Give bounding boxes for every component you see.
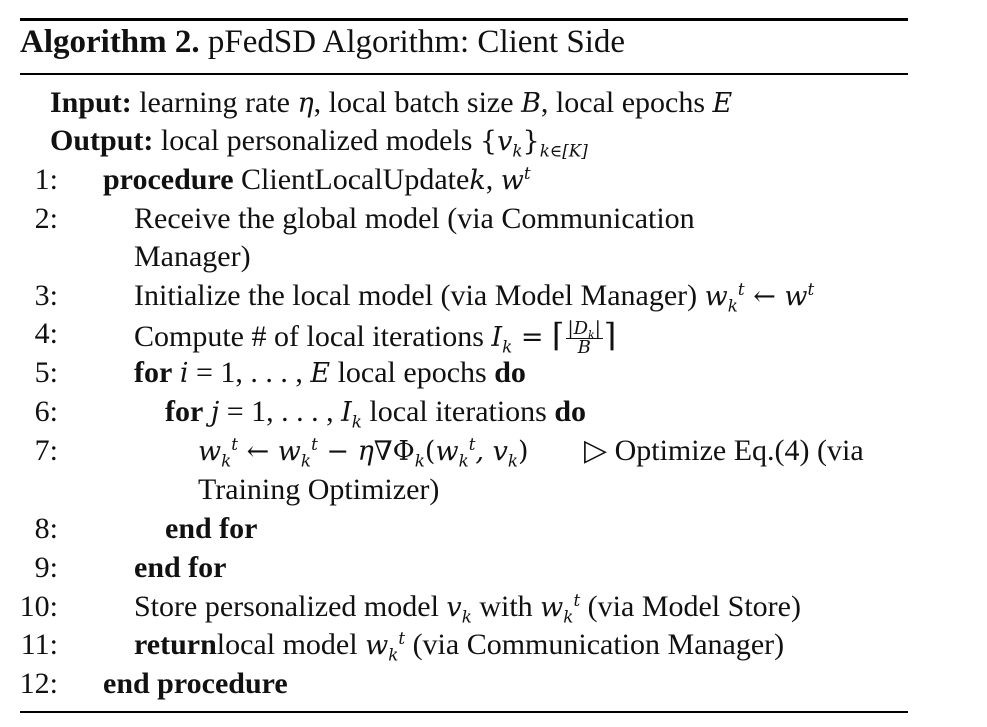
algorithm-title: Algorithm 2. pFedSD Algorithm: Client Si…	[20, 24, 625, 61]
keyword-procedure: procedure	[103, 163, 234, 196]
step-7-comment: ▷ Optimize Eq.(4) (via	[584, 434, 864, 467]
line-number: 3:	[34, 279, 58, 312]
step-2-text: Receive the global model (via Communicat…	[134, 202, 695, 235]
line-number: 8:	[34, 512, 58, 545]
keyword-return: return	[134, 628, 217, 661]
keyword-do: do	[494, 356, 526, 389]
line-number: 9:	[34, 551, 58, 584]
title-rule	[20, 73, 908, 75]
bottom-rule	[20, 711, 908, 713]
keyword-end-for: end for	[165, 512, 258, 545]
keyword-do: do	[554, 395, 587, 428]
keyword-for: for	[134, 356, 173, 389]
algorithm-label: Algorithm 2.	[20, 24, 200, 60]
line-number: 1:	[34, 163, 58, 196]
line-number: 11:	[20, 628, 58, 661]
step-7-cont: Training Optimizer)	[198, 473, 440, 506]
keyword-end-procedure: end procedure	[103, 667, 288, 700]
line-number: 2:	[34, 202, 58, 235]
output-label: Output:	[50, 124, 154, 157]
keyword-end-for: end for	[134, 551, 227, 584]
keyword-for: for	[165, 395, 204, 428]
algorithm-name: pFedSD Algorithm: Client Side	[207, 24, 626, 60]
line-number: 6:	[34, 395, 58, 428]
step-2-cont: Manager)	[134, 240, 251, 273]
input-label: Input:	[50, 86, 132, 119]
top-rule	[20, 18, 908, 21]
line-number: 12:	[19, 667, 58, 700]
line-number: 5:	[34, 356, 58, 389]
line-number: 4:	[34, 317, 58, 350]
line-number: 10:	[19, 590, 58, 623]
line-number: 7:	[34, 434, 58, 467]
